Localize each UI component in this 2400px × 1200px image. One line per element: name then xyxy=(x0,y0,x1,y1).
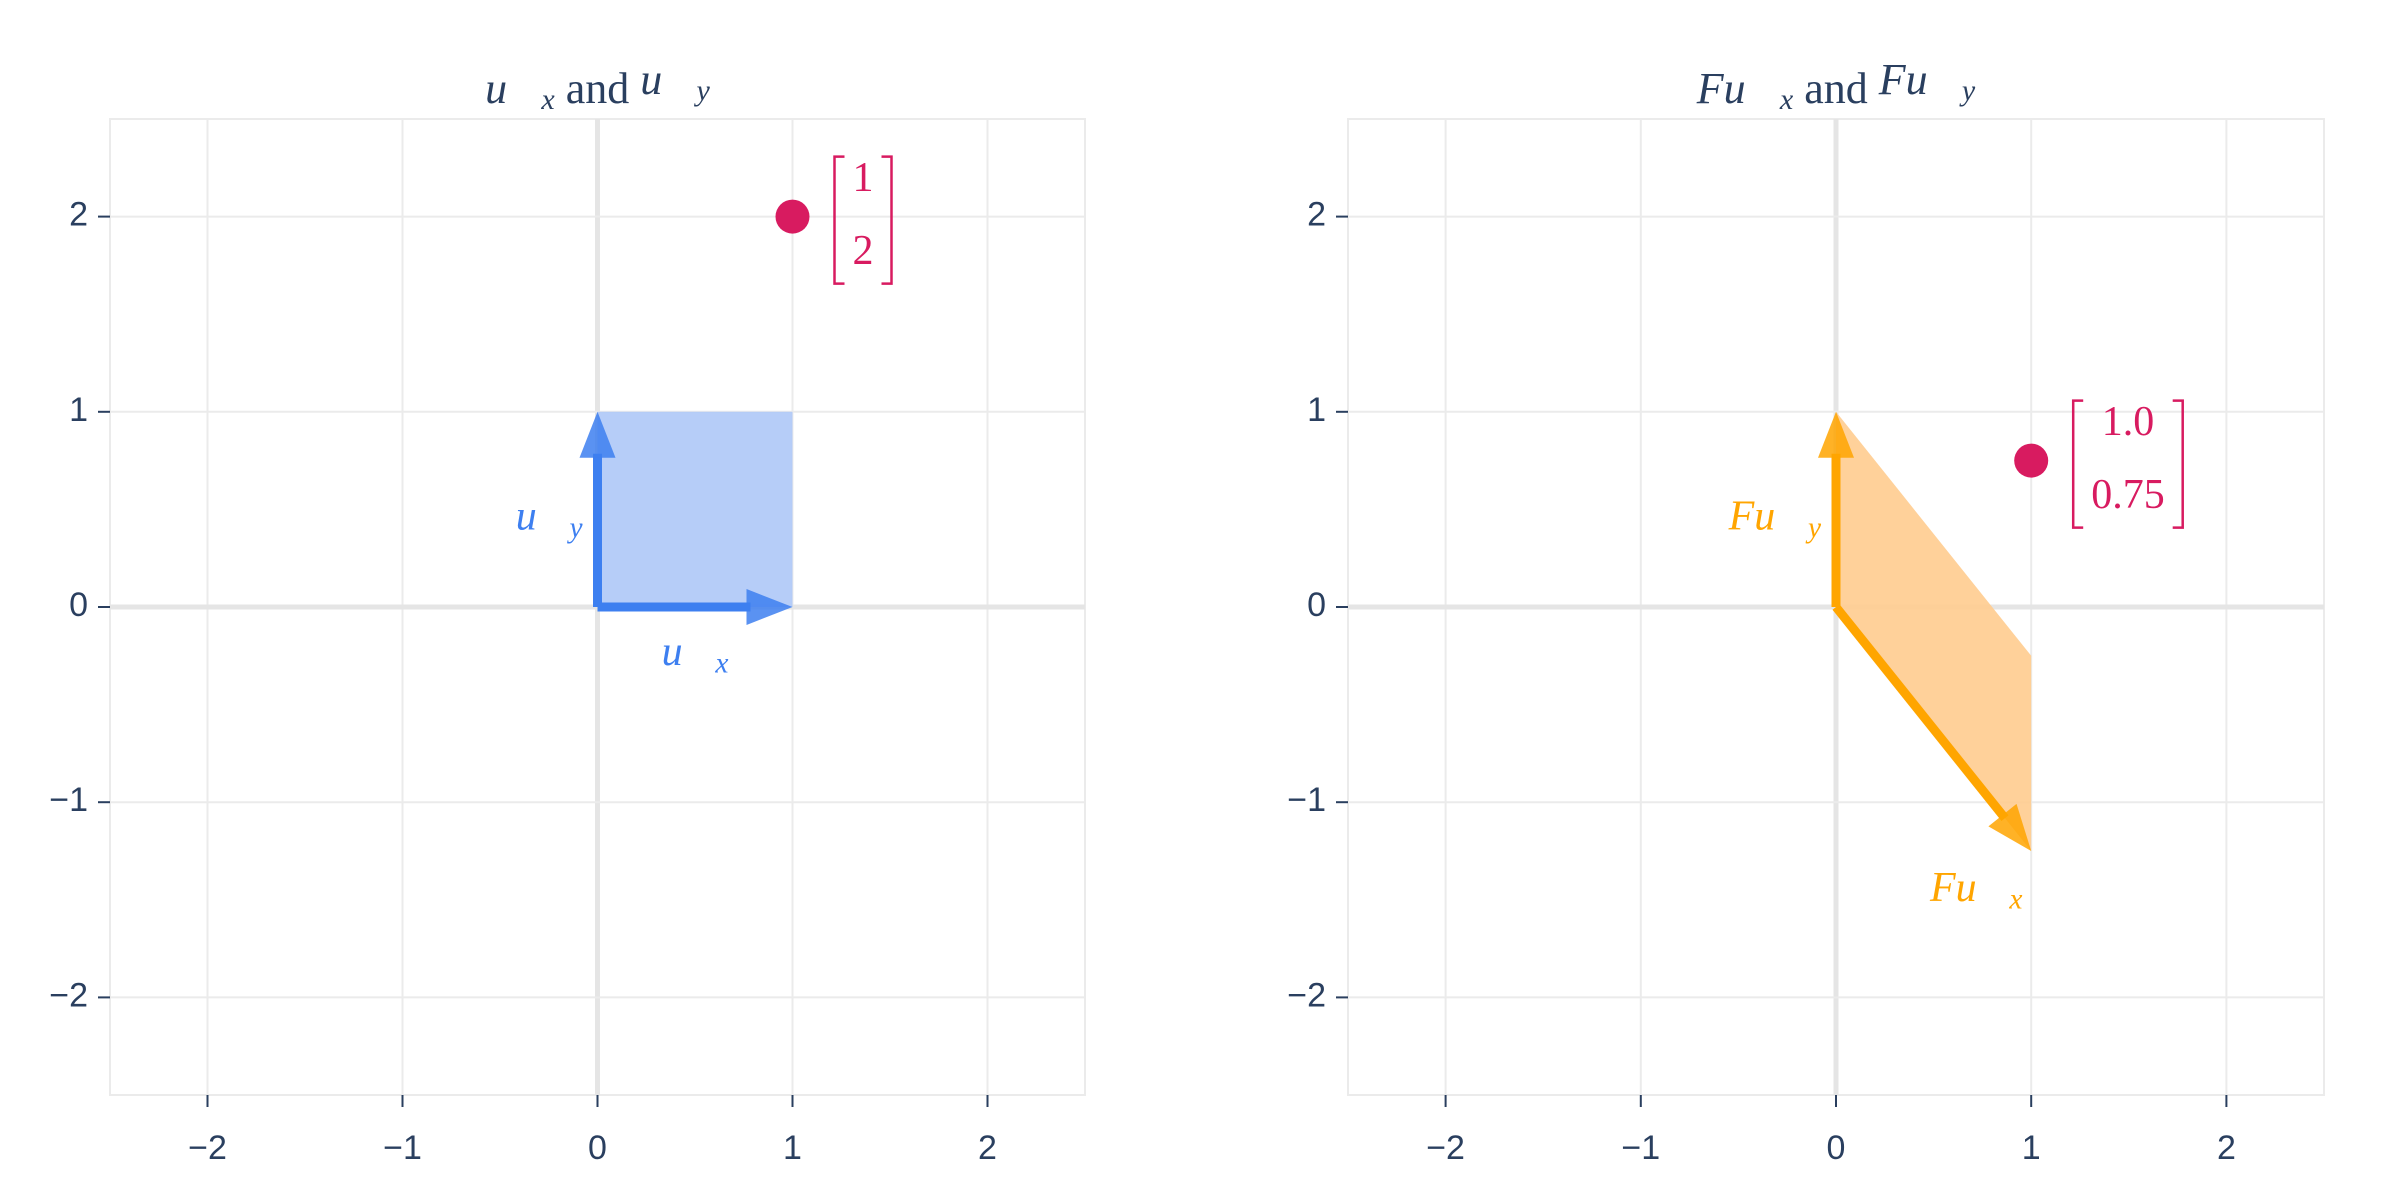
point-label-x: 1 xyxy=(853,155,874,201)
x-tick-label: −2 xyxy=(1426,1129,1465,1167)
title-part: u⃗ xyxy=(640,55,696,104)
vector-label: u⃗x xyxy=(662,629,729,680)
point-label-y: 2 xyxy=(853,228,874,274)
y-tick-label: 2 xyxy=(1307,196,1326,234)
title-part: Fu⃗ xyxy=(1696,64,1780,113)
title-sub: x xyxy=(1779,83,1794,116)
y-tick-label: −2 xyxy=(1287,976,1326,1014)
x-tick-label: 1 xyxy=(2022,1129,2041,1167)
y-tick-label: −1 xyxy=(1287,781,1326,819)
title-sub: x xyxy=(540,83,555,116)
title-part: Fu⃗ xyxy=(1878,55,1962,104)
vector-label-main: u⃗ xyxy=(516,493,570,539)
vector-head xyxy=(579,411,616,458)
y-tick-label: 0 xyxy=(69,586,88,624)
chart-title: u⃗x and u⃗y xyxy=(485,55,710,116)
span-area xyxy=(1836,411,2032,851)
y-tick-label: 1 xyxy=(69,391,88,429)
y-tick-label: 2 xyxy=(69,196,88,234)
y-tick-label: 1 xyxy=(1307,391,1326,429)
title-part: and xyxy=(555,64,641,113)
vector-label-sub: x xyxy=(2008,883,2022,915)
vector-label-sub: y xyxy=(1805,512,1822,544)
point xyxy=(2014,443,2049,478)
vector-label: Fu⃗x xyxy=(1929,865,2022,916)
x-tick-label: 0 xyxy=(1827,1129,1846,1167)
vector-label-main: Fu⃗ xyxy=(1929,865,2009,911)
title-part: u⃗ xyxy=(485,64,541,113)
y-tick-label: −2 xyxy=(49,976,88,1014)
bracket-left xyxy=(2071,399,2084,529)
vector-label: Fu⃗y xyxy=(1728,493,1822,544)
y-tick-label: 0 xyxy=(1307,586,1326,624)
vector-label-sub: y xyxy=(566,512,583,544)
x-tick-label: 0 xyxy=(588,1129,607,1167)
title-sub: y xyxy=(694,74,711,107)
title-part: and xyxy=(1793,64,1879,113)
vector-label: u⃗y xyxy=(516,493,584,544)
bracket-right xyxy=(881,155,893,285)
title-sub: y xyxy=(1959,74,1976,107)
vector-head xyxy=(1988,803,2032,851)
vector-label-sub: x xyxy=(714,647,728,679)
x-tick-label: −1 xyxy=(383,1129,422,1167)
span-area xyxy=(597,411,793,607)
bracket-right xyxy=(2172,399,2184,529)
vector-head xyxy=(1818,411,1854,458)
vector-shaft xyxy=(1832,604,2009,822)
x-tick-label: 2 xyxy=(2217,1129,2236,1167)
point-label-y: 0.75 xyxy=(2091,472,2165,518)
x-tick-label: −1 xyxy=(1621,1129,1660,1167)
y-tick-label: −1 xyxy=(49,781,88,819)
x-tick-label: −2 xyxy=(188,1129,227,1167)
x-tick-label: 2 xyxy=(978,1129,997,1167)
vector-label-main: Fu⃗ xyxy=(1728,493,1808,539)
x-tick-label: 1 xyxy=(783,1129,802,1167)
point-label-x: 1.0 xyxy=(2102,399,2155,445)
vector-label-main: u⃗ xyxy=(662,629,716,675)
point xyxy=(775,199,810,234)
vector-head xyxy=(746,589,793,625)
bracket-left xyxy=(833,155,845,285)
chart-title: Fu⃗x and Fu⃗y xyxy=(1696,55,1976,116)
